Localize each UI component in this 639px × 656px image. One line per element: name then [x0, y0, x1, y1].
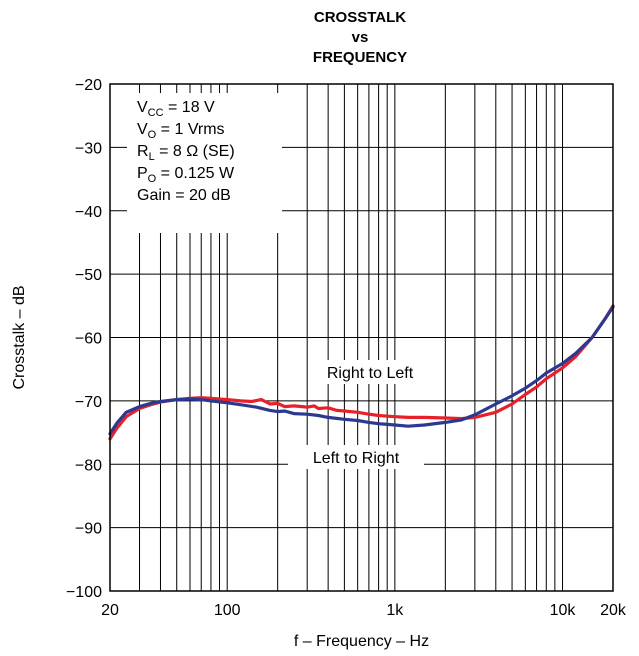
series-label-right-to-left: Right to Left — [327, 365, 414, 382]
x-tick-label: 20 — [101, 602, 119, 619]
series-line-left-to-right — [108, 305, 615, 436]
x-tick-label: 10k — [550, 602, 577, 619]
y-tick-label: −90 — [75, 521, 102, 538]
y-tick-label: −40 — [75, 204, 102, 221]
label-background — [288, 445, 424, 469]
y-tick-label: −30 — [75, 140, 102, 157]
y-axis-label: Crosstalk – dB — [11, 285, 28, 389]
series-annotations: Right to Left Left to Right — [288, 360, 436, 469]
condition-line: PO = 0.125 W — [137, 165, 235, 185]
label-background — [308, 360, 436, 384]
x-axis-label: f – Frequency – Hz — [294, 633, 429, 650]
x-tick-label: 1k — [386, 602, 404, 619]
x-tick-label: 100 — [214, 602, 241, 619]
condition-line: RL = 8 Ω (SE) — [137, 143, 235, 163]
y-tick-label: −60 — [75, 331, 102, 348]
y-tick-label: −70 — [75, 394, 102, 411]
condition-line: Gain = 20 dB — [137, 187, 231, 204]
x-tick-labels: 20 100 1k 10k 20k — [101, 602, 627, 619]
condition-line: VCC = 18 V — [137, 99, 215, 119]
title-line-3: FREQUENCY — [313, 49, 407, 66]
y-tick-label: −20 — [75, 77, 102, 94]
y-tick-label: −80 — [75, 457, 102, 474]
chart-title: CROSSTALK vs FREQUENCY — [313, 9, 407, 66]
series-lines — [108, 304, 615, 441]
title-line-2: vs — [352, 29, 369, 46]
x-tick-label: 20k — [600, 602, 627, 619]
y-tick-labels: −20 −30 −40 −50 −60 −70 −80 −90 −100 — [66, 77, 102, 601]
condition-line: VO = 1 Vrms — [137, 121, 225, 141]
y-tick-label: −50 — [75, 267, 102, 284]
series-label-left-to-right: Left to Right — [313, 450, 400, 467]
title-line-1: CROSSTALK — [314, 9, 406, 26]
y-tick-label: −100 — [66, 584, 102, 601]
plot-frame — [109, 83, 614, 592]
conditions-background — [127, 93, 282, 233]
